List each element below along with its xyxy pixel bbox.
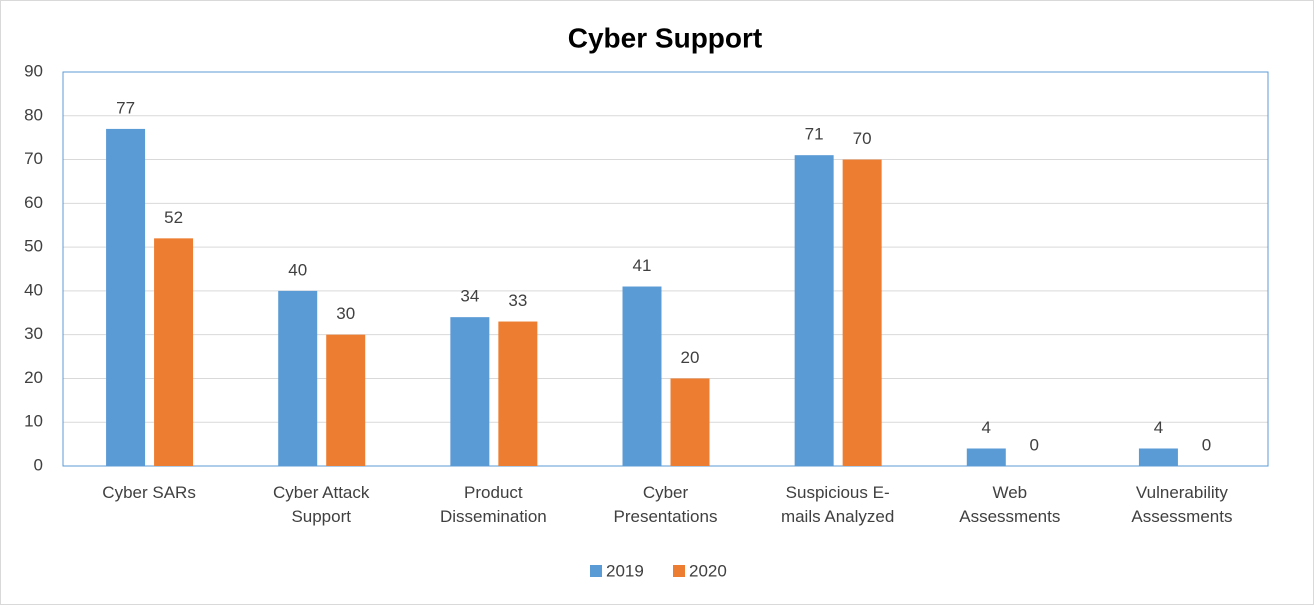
legend-swatch (590, 565, 602, 577)
x-tick-label-line: Cyber Attack (273, 483, 370, 502)
y-tick-label: 80 (24, 105, 43, 124)
x-tick-label: Vulnerability Assessments (1131, 483, 1232, 526)
value-label: 77 (116, 98, 135, 117)
y-tick-label: 30 (24, 324, 43, 343)
y-tick-label: 50 (24, 237, 43, 256)
bar (1138, 448, 1178, 466)
bar (498, 321, 538, 466)
x-tick-label: Cyber Presentations (614, 483, 718, 526)
value-label: 52 (164, 208, 183, 227)
bar (842, 159, 882, 467)
plot-area-border (62, 71, 1269, 467)
x-tick-label-line: Web (992, 483, 1027, 502)
x-tick-label: Cyber SARs (102, 483, 196, 502)
value-label: 34 (460, 287, 479, 306)
bar (622, 286, 662, 466)
x-tick-label-line: Support (291, 507, 351, 526)
x-tick-label-line: Suspicious E- (786, 483, 890, 502)
value-label: 0 (1202, 435, 1211, 454)
bar (278, 290, 318, 466)
x-tick-label-line: Presentations (614, 507, 718, 526)
y-tick-label: 60 (24, 193, 43, 212)
y-tick-label: 0 (34, 455, 43, 474)
x-tick-label-line: mails Analyzed (781, 507, 894, 526)
bar (326, 334, 366, 466)
value-label: 70 (853, 129, 872, 148)
legend-swatch (673, 565, 685, 577)
x-tick-label-line: Assessments (959, 507, 1060, 526)
bar (450, 317, 490, 466)
x-tick-label-line: Vulnerability (1136, 483, 1228, 502)
value-label: 4 (982, 418, 991, 437)
x-tick-label-line: Cyber SARs (102, 483, 196, 502)
x-tick-label-line: Dissemination (440, 507, 547, 526)
legend-label: 2019 (606, 561, 644, 580)
y-tick-label: 20 (24, 368, 43, 387)
x-tick-label: Product Dissemination (440, 483, 547, 526)
x-tick-label-line: Assessments (1131, 507, 1232, 526)
x-tick-label: Cyber Attack Support (273, 483, 370, 526)
legend-label: 2020 (689, 561, 727, 580)
x-tick-label: Web Assessments (959, 483, 1060, 526)
x-tick-label-line: Product (464, 483, 523, 502)
bar (794, 155, 834, 466)
value-label: 4 (1154, 418, 1163, 437)
y-tick-label: 70 (24, 149, 43, 168)
value-label: 20 (681, 348, 700, 367)
bar (106, 128, 146, 466)
y-tick-label: 40 (24, 280, 43, 299)
value-label: 41 (633, 256, 652, 275)
bar (966, 448, 1006, 466)
bar (670, 378, 710, 466)
value-label: 71 (805, 125, 824, 144)
y-tick-label: 90 (24, 61, 43, 80)
value-label: 33 (508, 291, 527, 310)
value-label: 30 (336, 304, 355, 323)
x-tick-label: Suspicious E-mails Analyzed (781, 483, 894, 526)
x-tick-label-line: Cyber (643, 483, 689, 502)
bar (154, 238, 194, 466)
value-label: 40 (288, 260, 307, 279)
chart-title: Cyber Support (568, 22, 762, 53)
y-tick-label: 10 (24, 412, 43, 431)
value-label: 0 (1030, 435, 1039, 454)
